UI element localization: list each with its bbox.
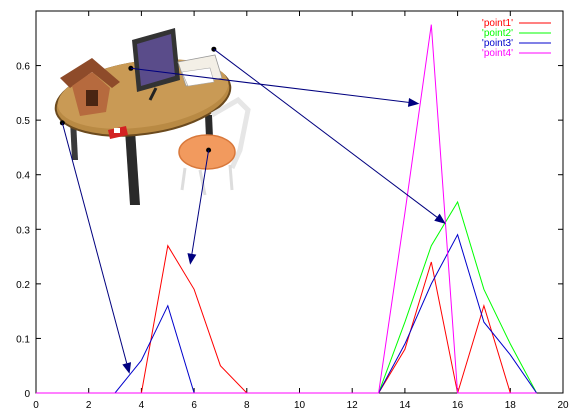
table-leg (125, 130, 140, 205)
red-box (108, 126, 128, 139)
y-tick-label: 0.1 (16, 334, 30, 345)
x-axis: 0 2 4 6 8 10 12 14 16 18 20 (33, 11, 569, 411)
y-tick-label: 0.2 (16, 280, 30, 291)
x-tick-label: 18 (505, 400, 517, 411)
x-tick-label: 16 (452, 400, 464, 411)
arrow-line (130, 67, 409, 103)
arrow-line (213, 48, 438, 218)
x-tick-label: 20 (557, 400, 569, 411)
legend-label: 'point1' (482, 18, 513, 29)
y-tick-label: 0.4 (16, 171, 30, 182)
arrow-head (434, 213, 446, 224)
legend-label: 'point4' (482, 48, 513, 59)
x-tick-label: 4 (139, 400, 145, 411)
series-line-point2 (36, 200, 538, 394)
dog-house (60, 58, 120, 116)
arrow-line (191, 150, 210, 254)
x-tick-label: 14 (399, 400, 411, 411)
series-lines (36, 24, 538, 394)
arrow-head (187, 253, 197, 265)
arrow-head (407, 97, 420, 107)
series-line-point1 (36, 244, 537, 394)
annotation-arrows (59, 46, 446, 374)
y-axis: 0 0.1 0.2 0.3 0.4 0.5 0.6 (16, 62, 563, 400)
x-tick-label: 12 (347, 400, 359, 411)
x-tick-label: 2 (86, 400, 92, 411)
x-tick-label: 6 (191, 400, 197, 411)
series-line-point4 (36, 24, 537, 394)
legend-label: 'point2' (482, 28, 513, 39)
y-tick-label: 0 (24, 389, 30, 400)
table-scene-photo (54, 28, 251, 205)
y-tick-label: 0.3 (16, 225, 30, 236)
y-tick-label: 0.5 (16, 116, 30, 127)
arrow-line (61, 122, 128, 364)
legend: 'point1''point2''point3''point4' (482, 18, 551, 59)
x-tick-label: 10 (294, 400, 306, 411)
x-tick-label: 0 (33, 400, 39, 411)
series-line-point3 (36, 233, 538, 394)
legend-label: 'point3' (482, 38, 513, 49)
y-tick-label: 0.6 (16, 62, 30, 73)
arrow-head (122, 362, 132, 374)
monitor (132, 28, 180, 101)
x-tick-label: 8 (244, 400, 250, 411)
